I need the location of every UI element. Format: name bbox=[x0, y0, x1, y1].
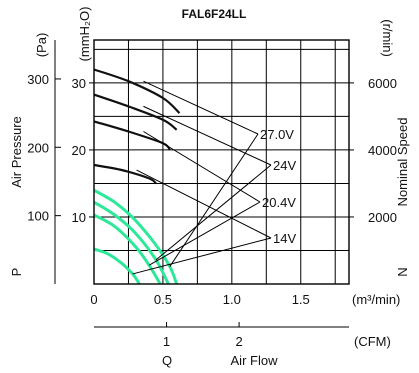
rpm-tick-label: 6000 bbox=[368, 76, 397, 91]
x-axis-title: Air Flow bbox=[231, 353, 279, 368]
x-symbol: Q bbox=[162, 353, 172, 368]
rpm-unit-label: (r/min) bbox=[380, 19, 395, 57]
pressure-curve-27-0v bbox=[93, 188, 179, 285]
speed-curve-27-0v bbox=[93, 68, 181, 114]
y-symbol-left: P bbox=[9, 268, 24, 277]
pa-tick-label: 200 bbox=[27, 140, 49, 155]
x-unit-metric: (m³/min) bbox=[352, 292, 400, 307]
rpm-tick-label: 4000 bbox=[368, 143, 397, 158]
voltage-labels: 27.0V 24V 20.4V 14V bbox=[260, 127, 296, 246]
mmh2o-unit-label: (mmH₂O) bbox=[77, 7, 92, 62]
leader-line bbox=[155, 164, 272, 261]
voltage-label: 24V bbox=[273, 158, 296, 173]
mmh2o-tick-label: 30 bbox=[72, 76, 86, 91]
leader-line bbox=[169, 133, 259, 267]
rpm-tick-label: 2000 bbox=[368, 210, 397, 225]
plot-frame bbox=[93, 39, 350, 285]
speed-curve-20-4v bbox=[93, 120, 171, 151]
mmh2o-tick-label: 20 bbox=[72, 143, 86, 158]
pa-tick-label: 300 bbox=[27, 72, 49, 87]
y-symbol-right: N bbox=[395, 267, 410, 276]
leader-line bbox=[143, 105, 272, 166]
label-leader-lines bbox=[132, 80, 272, 275]
y-axis-title-right: Nominal Speed bbox=[395, 118, 410, 207]
x-tick-label-metric: 1.0 bbox=[223, 292, 241, 307]
leader-line bbox=[136, 169, 272, 239]
pa-unit-label: (Pa) bbox=[34, 33, 49, 58]
x-tick-label-metric: 0.5 bbox=[154, 292, 172, 307]
series-lines bbox=[93, 68, 181, 285]
leader-line bbox=[132, 237, 272, 275]
x-tick-label-metric: 1.5 bbox=[292, 292, 310, 307]
voltage-label: 20.4V bbox=[262, 195, 296, 210]
pressure-curve-14v bbox=[93, 247, 141, 285]
speed-curve-24v bbox=[93, 93, 178, 131]
pressure-curve-20-4v bbox=[93, 213, 162, 285]
grid-lines bbox=[94, 40, 349, 284]
x-tick-label-imperial: 1 bbox=[163, 334, 170, 349]
x-tick-label-metric: 0 bbox=[90, 292, 97, 307]
pa-tick-label: 100 bbox=[27, 209, 49, 224]
leader-line bbox=[143, 131, 261, 203]
mmh2o-tick-label: 10 bbox=[72, 210, 86, 225]
speed-curve-14v bbox=[93, 163, 157, 185]
tick-labels: 10 20 30 100 200 300 2000 4000 6000 0 0.5 1.0 1.5 1 2 bbox=[27, 72, 397, 349]
voltage-label: 27.0V bbox=[260, 127, 294, 142]
leader-line bbox=[148, 201, 261, 266]
tick-marks bbox=[55, 78, 354, 327]
pressure-curve-24v bbox=[93, 200, 170, 285]
y-axis-title-left: Air Pressure bbox=[9, 116, 24, 188]
x-tick-label-imperial: 2 bbox=[235, 334, 242, 349]
leader-line bbox=[143, 80, 259, 135]
chart-title: FAL6F24LL bbox=[182, 7, 247, 21]
x-unit-imperial: (CFM) bbox=[354, 334, 391, 349]
voltage-label: 14V bbox=[273, 231, 296, 246]
